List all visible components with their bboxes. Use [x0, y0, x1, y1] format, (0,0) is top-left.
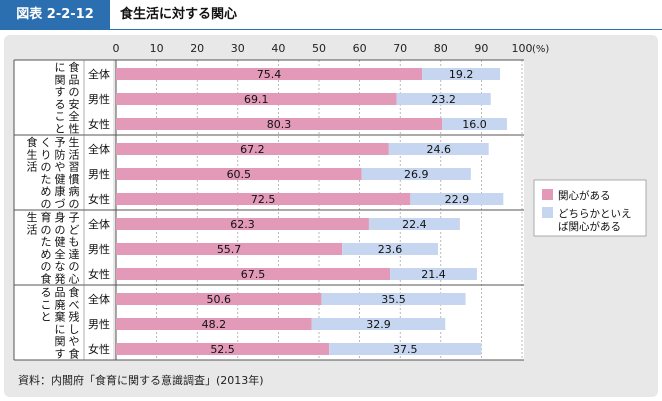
value-label-somewhat-interested: 21.4: [421, 268, 446, 281]
bar-somewhat-interested: [396, 93, 491, 105]
row-label: 女性: [88, 342, 110, 356]
x-tick-label: 60: [353, 42, 367, 55]
bar-interested: [116, 118, 443, 130]
value-label-interested: 75.4: [257, 68, 282, 81]
value-label-somewhat-interested: 19.2: [449, 68, 474, 81]
bar-interested: [116, 93, 397, 105]
value-label-interested: 50.6: [206, 293, 231, 306]
row-label: 全体: [88, 142, 110, 156]
group-label: 食べ残しや食: [69, 285, 80, 361]
legend-label-interested: 関心がある: [558, 189, 611, 202]
value-label-interested: 62.3: [230, 218, 255, 231]
bar-interested: [116, 318, 312, 330]
value-label-somewhat-interested: 23.6: [378, 243, 403, 256]
x-tick-label: 90: [474, 42, 488, 55]
x-axis-unit: (%): [532, 44, 549, 55]
bar-somewhat-interested: [329, 343, 482, 355]
value-label-somewhat-interested: 32.9: [366, 318, 391, 331]
figure-number-badge: 図表 2-2-12: [0, 0, 110, 30]
bar-somewhat-interested: [442, 118, 507, 130]
group-label: 生活習慣病の: [69, 135, 80, 211]
value-label-interested: 67.5: [241, 268, 266, 281]
row-label: 男性: [88, 242, 110, 256]
bar-somewhat-interested: [410, 193, 504, 205]
value-label-somewhat-interested: 22.4: [402, 218, 427, 231]
bar-somewhat-interested: [342, 243, 438, 255]
x-tick-label: 20: [190, 42, 204, 55]
source-note: 資料：内閣府「食育に関する意識調査」(2013年): [18, 374, 264, 387]
group-label: 予防や健康づ: [55, 136, 66, 211]
bar-somewhat-interested: [321, 293, 466, 305]
group-label: 身の健全な発: [55, 210, 66, 286]
x-tick-label: 10: [150, 42, 164, 55]
bar-somewhat-interested: [311, 318, 446, 330]
row-label: 男性: [88, 92, 110, 106]
bar-somewhat-interested: [388, 143, 489, 155]
group-label: 生活: [27, 210, 38, 236]
value-label-interested: 67.2: [240, 143, 265, 156]
value-label-interested: 69.1: [244, 93, 269, 106]
figure-header: 図表 2-2-12 食生活に対する関心: [0, 0, 662, 30]
value-label-interested: 60.5: [227, 168, 252, 181]
value-label-somewhat-interested: 26.9: [404, 168, 429, 181]
value-label-interested: 72.5: [251, 193, 276, 206]
row-label: 女性: [88, 192, 110, 206]
row-label: 女性: [88, 117, 110, 131]
bar-interested: [116, 243, 343, 255]
group-label: 子ども達の心: [69, 211, 80, 286]
value-label-interested: 80.3: [267, 118, 292, 131]
x-tick-label: 70: [393, 42, 407, 55]
bar-interested: [116, 218, 369, 230]
value-label-somewhat-interested: 35.5: [381, 293, 406, 306]
value-label-somewhat-interested: 37.5: [393, 343, 418, 356]
legend-swatch-somewhat-interested: [542, 207, 553, 218]
row-label: 男性: [88, 317, 110, 331]
value-label-somewhat-interested: 22.9: [445, 193, 470, 206]
bar-interested: [116, 293, 322, 305]
value-label-interested: 52.5: [210, 343, 235, 356]
value-label-somewhat-interested: 16.0: [462, 118, 487, 131]
group-label: くりのための: [41, 136, 52, 211]
row-label: 全体: [88, 217, 110, 231]
x-tick-label: 100: [512, 42, 533, 55]
row-label: 男性: [88, 167, 110, 181]
row-label: 全体: [88, 67, 110, 81]
bar-interested: [116, 193, 411, 205]
bar-interested: [116, 143, 389, 155]
header-rule: [110, 29, 662, 30]
value-label-interested: 48.2: [202, 318, 227, 331]
group-label: に関すること: [55, 61, 66, 136]
x-tick-label: 0: [113, 42, 120, 55]
bar-interested: [116, 343, 330, 355]
group-label: ること: [41, 286, 52, 324]
bar-interested: [116, 68, 423, 80]
legend-label-somewhat-interested-2: ば関心がある: [558, 220, 621, 233]
value-label-interested: 55.7: [217, 243, 242, 256]
row-label: 全体: [88, 292, 110, 306]
x-tick-label: 30: [231, 42, 245, 55]
bar-interested: [116, 268, 391, 280]
bar-interested: [116, 168, 362, 180]
bar-somewhat-interested: [422, 68, 501, 80]
group-label: 食生活: [27, 135, 38, 174]
group-label: 品廃棄に関す: [55, 286, 66, 361]
bar-somewhat-interested: [361, 168, 471, 180]
x-tick-label: 80: [434, 42, 448, 55]
value-label-somewhat-interested: 23.2: [431, 93, 456, 106]
figure-title: 食生活に対する関心: [120, 7, 238, 22]
x-tick-label: 40: [271, 42, 285, 55]
row-label: 女性: [88, 267, 110, 281]
group-label: 食品の安全性: [69, 60, 80, 136]
legend-label-somewhat-interested-1: どちらかといえ: [558, 208, 632, 220]
legend-swatch-interested: [542, 189, 553, 200]
bar-somewhat-interested: [368, 218, 460, 230]
value-label-somewhat-interested: 24.6: [427, 143, 452, 156]
x-tick-label: 50: [312, 42, 326, 55]
group-label: 育のための食: [41, 210, 52, 286]
bar-somewhat-interested: [390, 268, 477, 280]
